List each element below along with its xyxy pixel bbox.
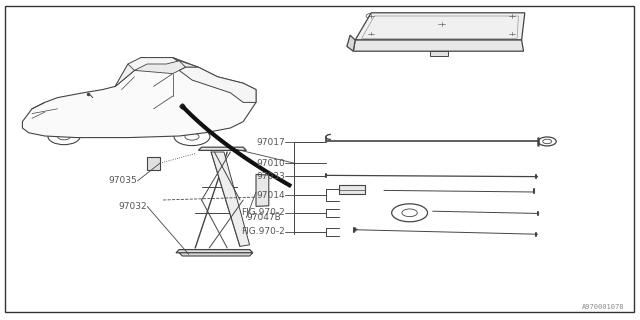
Text: 97047B: 97047B xyxy=(246,213,281,222)
Polygon shape xyxy=(211,152,250,246)
Bar xyxy=(147,157,160,170)
Text: 97014: 97014 xyxy=(256,191,285,200)
Text: A970001078: A970001078 xyxy=(582,304,624,310)
Bar xyxy=(339,185,365,194)
Polygon shape xyxy=(179,67,256,102)
Text: 97017: 97017 xyxy=(256,138,285,147)
Text: 97033: 97033 xyxy=(256,172,285,180)
Polygon shape xyxy=(355,13,525,40)
Text: 97010: 97010 xyxy=(256,159,285,168)
Polygon shape xyxy=(256,174,269,206)
Polygon shape xyxy=(353,40,524,51)
Polygon shape xyxy=(179,253,253,256)
Polygon shape xyxy=(176,250,253,253)
Polygon shape xyxy=(134,61,186,74)
Text: 97032: 97032 xyxy=(118,202,147,211)
Polygon shape xyxy=(115,64,134,86)
Text: FIG.970-2: FIG.970-2 xyxy=(241,228,285,236)
Text: 97035: 97035 xyxy=(109,176,138,185)
Polygon shape xyxy=(173,58,198,67)
Polygon shape xyxy=(115,58,186,86)
Text: FIG.970-2: FIG.970-2 xyxy=(241,208,285,217)
Polygon shape xyxy=(22,58,256,138)
Polygon shape xyxy=(347,35,355,51)
Polygon shape xyxy=(430,51,448,56)
Polygon shape xyxy=(198,147,246,150)
